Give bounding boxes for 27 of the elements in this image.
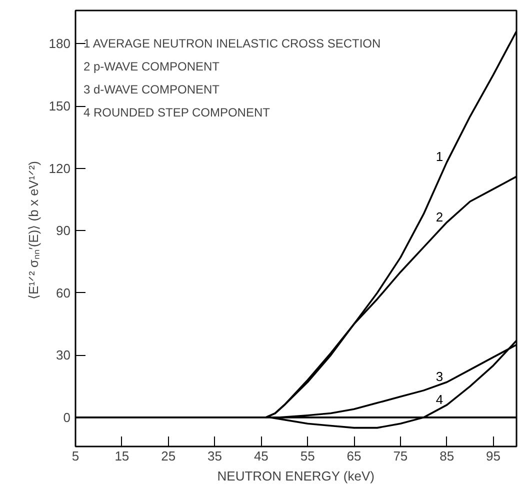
x-tick-label: 35 — [208, 448, 222, 464]
y-tick-label: 0 — [63, 410, 71, 425]
y-tick-label: 150 — [48, 98, 71, 114]
series-label: 4 — [436, 392, 444, 407]
y-tick-label: 180 — [48, 36, 71, 52]
series-label: 3 — [436, 369, 444, 384]
y-tick-label: 90 — [56, 223, 71, 238]
x-tick-label: 95 — [486, 448, 501, 464]
x-tick-label: 65 — [346, 448, 362, 464]
x-tick-label: 75 — [393, 448, 408, 464]
y-tick-label: 30 — [56, 348, 71, 363]
annotation: 2 p-WAVE COMPONENT — [84, 60, 220, 74]
y-tick-label: 60 — [56, 285, 71, 300]
x-tick-label: 15 — [114, 448, 130, 464]
annotation: 1 AVERAGE NEUTRON INELASTIC CROSS SECTION — [84, 36, 381, 50]
annotation: 4 ROUNDED STEP COMPONENT — [84, 106, 271, 120]
x-tick-label: 55 — [300, 448, 315, 464]
series-label: 2 — [436, 209, 444, 224]
x-axis-title: NEUTRON ENERGY (keV) — [217, 468, 375, 484]
annotation: 3 d-WAVE COMPONENT — [84, 82, 220, 96]
y-axis-title: ⟨E¹ᐟ² σₙₙ′(E)⟩ (b x eV¹ᐟ²) — [26, 161, 41, 300]
x-tick-label: 45 — [254, 448, 268, 464]
x-tick-label: 85 — [440, 448, 454, 464]
x-tick-label: 5 — [72, 448, 80, 464]
y-tick-label: 120 — [48, 160, 71, 176]
series-label: 1 — [436, 149, 444, 164]
x-tick-label: 25 — [161, 448, 176, 464]
